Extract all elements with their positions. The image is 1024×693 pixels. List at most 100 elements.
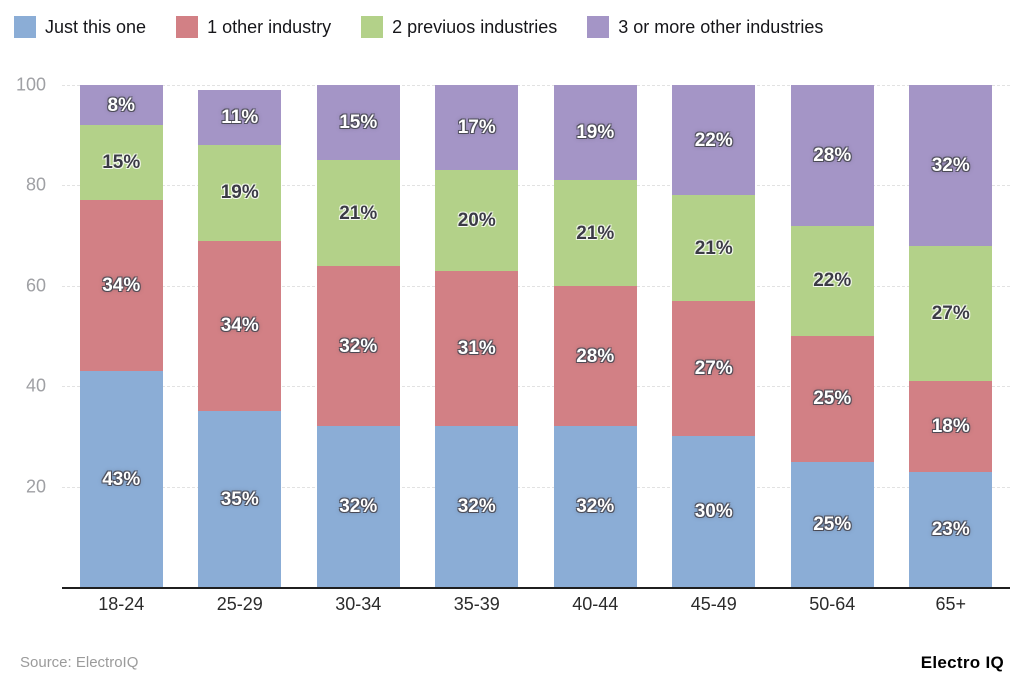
legend-item: 3 or more other industries <box>587 16 823 38</box>
gridline <box>62 285 1010 287</box>
bar-segment: 31% <box>435 270 519 427</box>
legend-swatch-icon <box>587 16 610 38</box>
bar-segment: 32% <box>316 265 400 427</box>
bar-segment: 19% <box>198 145 282 241</box>
source-text: Source: ElectroIQ <box>20 654 139 671</box>
x-tick-label: 50-64 <box>809 594 856 614</box>
bar-segment: 18% <box>909 381 993 472</box>
bar-value-label: 27% <box>931 302 970 324</box>
bar-segment: 43% <box>79 371 163 587</box>
legend-swatch-icon <box>176 16 199 38</box>
bar-segment: 21% <box>316 160 400 266</box>
bar-column: 30% 27% 21% 22% <box>655 85 774 587</box>
y-tick-label: 80 <box>25 174 46 195</box>
bar-value-label: 34% <box>102 275 141 297</box>
x-tick-label: 25-29 <box>216 594 263 614</box>
bar-value-label: 17% <box>457 117 496 139</box>
bar-value-label: 25% <box>813 388 852 410</box>
bar-column: 25% 25% 22% 28% <box>773 85 892 587</box>
bar-segment: 15% <box>79 125 163 201</box>
y-tick-label: 20 <box>25 476 46 497</box>
bar-value-label: 35% <box>220 488 259 510</box>
bar-value-label: 32% <box>576 496 615 518</box>
bar-value-label: 15% <box>102 152 141 174</box>
bar-column: 32% 31% 20% 17% <box>418 85 537 587</box>
bar-value-label: 28% <box>813 144 852 166</box>
bar-value-label: 31% <box>457 338 496 360</box>
x-tick-label: 40-44 <box>572 594 619 614</box>
bar-segment: 34% <box>79 200 163 372</box>
gridline <box>62 386 1010 388</box>
gridline <box>62 185 1010 187</box>
bar-segment: 21% <box>553 180 637 286</box>
y-tick-label: 100 <box>15 74 46 95</box>
bar-segment: 17% <box>435 85 519 171</box>
gridline <box>62 486 1010 488</box>
bar-segment: 19% <box>553 85 637 181</box>
bar-value-label: 32% <box>457 496 496 518</box>
bar-segment: 28% <box>790 85 874 226</box>
bar-segment: 32% <box>316 426 400 587</box>
bar-segment: 27% <box>672 300 756 437</box>
bar-column: 43% 34% 15% 8% <box>62 85 181 587</box>
bar-segment: 22% <box>790 225 874 336</box>
bar-segment: 30% <box>672 436 756 587</box>
y-tick-label: 40 <box>25 375 46 396</box>
bar-value-label: 18% <box>931 415 970 437</box>
bar-value-label: 43% <box>102 468 141 490</box>
bar-column: 23% 18% 27% 32% <box>892 85 1011 587</box>
legend-item: Just this one <box>14 16 146 38</box>
x-tick-label: 18-24 <box>98 594 145 614</box>
bar-value-label: 21% <box>694 237 733 259</box>
bar-column: 32% 32% 21% 15% <box>299 85 418 587</box>
bar-segment: 22% <box>672 85 756 196</box>
bar-value-label: 32% <box>339 335 378 357</box>
bar-value-label: 23% <box>931 518 970 540</box>
x-tick-label: 35-39 <box>453 594 500 614</box>
bar-segment: 25% <box>790 336 874 462</box>
bar-value-label: 22% <box>694 129 733 151</box>
legend-label: Just this one <box>45 16 147 37</box>
bar-value-label: 11% <box>221 107 259 129</box>
bar-value-label: 34% <box>220 315 259 337</box>
bar-value-label: 30% <box>694 501 733 523</box>
bar-value-label: 20% <box>457 210 496 232</box>
bar-segment: 25% <box>790 461 874 587</box>
x-axis: 18-24 25-29 30-34 35-39 40-44 45-49 50-64 65+ <box>62 594 1010 620</box>
bar-column: 35% 34% 19% 11% <box>181 85 300 587</box>
bar-segment: 28% <box>553 285 637 427</box>
gridline <box>62 85 1010 86</box>
bar-value-label: 19% <box>576 122 615 144</box>
bar-value-label: 21% <box>576 222 615 244</box>
x-tick-label: 65+ <box>935 594 967 614</box>
bar-segment: 8% <box>79 85 163 126</box>
bar-value-label: 8% <box>107 94 135 116</box>
x-tick-label: 30-34 <box>335 594 382 614</box>
bar-segment: 35% <box>198 411 282 587</box>
bar-segment: 21% <box>672 195 756 301</box>
bar-value-label: 22% <box>813 270 852 292</box>
bar-value-label: 27% <box>694 358 733 380</box>
x-tick-label: 45-49 <box>690 594 737 614</box>
bar-segment: 27% <box>909 245 993 382</box>
bar-column: 32% 28% 21% 19% <box>536 85 655 587</box>
brand-logo: Electro IQ <box>920 653 1004 672</box>
y-tick-label: 60 <box>25 275 46 296</box>
bar-segment: 23% <box>909 471 993 587</box>
bar-value-label: 19% <box>220 182 259 204</box>
bar-value-label: 32% <box>339 496 378 518</box>
bar-segment: 32% <box>435 426 519 587</box>
y-axis: 20 40 60 80 100 <box>0 75 50 587</box>
bar-segment: 11% <box>198 90 282 146</box>
bar-segment: 32% <box>909 85 993 246</box>
legend-label: 2 previuos industries <box>392 16 558 37</box>
legend-swatch-icon <box>361 16 384 38</box>
legend-swatch-icon <box>14 16 36 38</box>
bar-value-label: 25% <box>813 513 852 535</box>
bar-segment: 34% <box>198 240 282 412</box>
bar-segment: 32% <box>553 426 637 587</box>
plot-area: 43% 34% 15% 8% 35% 34% 19% 11% 32% 32% 21% 15% 32% 31… <box>62 85 1010 589</box>
legend-item: 2 previuos industries <box>361 16 557 38</box>
bar-segment: 20% <box>435 170 519 271</box>
